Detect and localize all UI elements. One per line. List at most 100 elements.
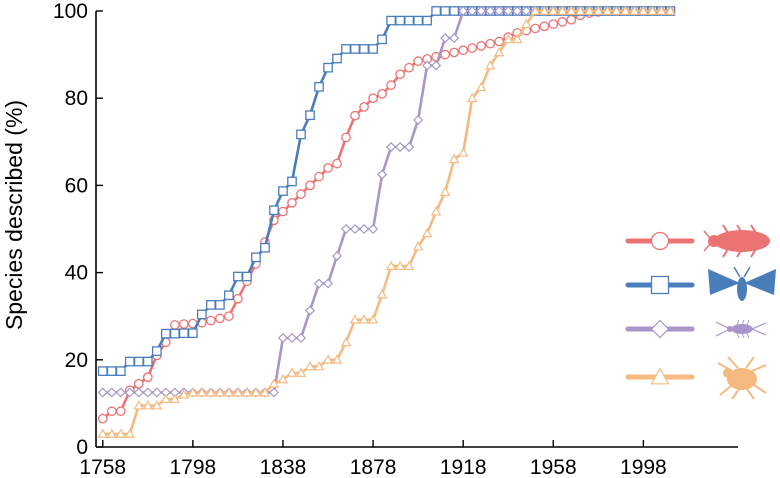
data-point-silverfish [485,5,496,17]
moth-body [737,277,747,301]
silverfish-antenna [715,321,729,329]
data-point-moth [278,186,288,196]
data-point-silverfish [268,387,280,398]
data-point-mite [466,92,478,103]
legend-marker-beetle [650,231,670,251]
y-tick-label: 100 [53,0,88,23]
data-point-moth [314,82,324,92]
data-point-mite [241,387,253,397]
beetle-head [708,235,720,247]
data-point-beetle [467,43,478,53]
data-point-mite [611,5,622,15]
silverfish-leg [741,332,745,339]
beetle-leg [750,224,757,234]
silverfish-antenna [715,329,729,337]
data-point-moth [341,44,351,54]
data-point-beetle [233,293,243,304]
data-point-moth [133,356,144,367]
x-tick-label: 1838 [260,456,307,478]
data-point-silverfish [512,5,523,17]
data-point-mite [475,81,487,92]
data-point-mite [638,5,649,15]
legend-entry-beetle [625,224,770,258]
data-point-mite [385,260,397,271]
series-beetle [97,6,676,424]
data-point-mite [575,5,586,15]
data-point-beetle [179,319,189,329]
data-point-moth [332,53,342,64]
moth-wing [708,269,740,295]
data-point-mite [629,5,640,15]
data-point-beetle [142,372,153,383]
mite-icon [717,356,767,400]
x-tick-label: 1878 [350,456,397,478]
data-point-moth [169,328,180,339]
y-axis-title: Species described (%) [1,100,27,330]
data-point-beetle [368,93,378,104]
data-point-beetle [494,36,505,47]
data-point-mite [340,336,352,347]
data-point-mite [665,5,676,15]
data-point-mite [133,400,145,410]
data-point-silverfish [431,60,442,71]
beetle-leg [736,224,743,234]
data-point-silverfish [476,5,487,17]
silverfish-tail [751,328,767,336]
data-point-moth [233,271,243,282]
data-point-moth [404,15,414,26]
y-tick-label: 60 [65,174,88,197]
beetle-leg [722,248,729,258]
axes: 0 20 40 60 80 100 1758 1798 1838 1878 1918 1958 1998 [53,0,738,478]
data-point-beetle [115,406,126,417]
data-point-moth [359,44,369,54]
series-mite [97,5,676,438]
mite-leg [727,356,739,369]
data-point-mite [313,360,325,371]
data-point-moth [179,328,189,339]
data-point-silverfish [277,332,289,344]
x-tick-label: 1798 [170,456,217,478]
data-point-silverfish [106,387,117,398]
silverfish-leg [741,319,745,326]
data-point-mite [494,46,505,57]
data-point-mite [448,153,460,164]
data-point-mite [457,147,469,157]
data-point-beetle [539,21,550,32]
data-point-mite [584,5,595,15]
data-point-beetle [449,47,460,58]
legend-marker-mite [650,367,670,385]
data-point-moth [386,15,396,26]
data-point-silverfish [440,32,451,44]
data-point-beetle [404,62,414,73]
data-point-silverfish [97,387,108,398]
data-point-mite [367,314,379,324]
data-point-moth [269,205,279,216]
data-point-silverfish [359,223,370,235]
data-point-moth [287,176,297,187]
data-point-moth [422,15,432,26]
data-point-mite [295,367,307,377]
data-point-mite [656,5,667,15]
data-point-moth [160,328,171,339]
data-point-silverfish [368,223,379,235]
beetle-body [714,230,770,252]
y-tick-label: 0 [76,436,88,459]
data-point-beetle [287,197,297,208]
legend-entry-mite [625,356,767,400]
legend-entry-silverfish [625,319,767,339]
silverfish-leg [736,332,740,339]
data-point-moth [224,290,234,301]
data-point-mite [178,389,190,399]
series-line-beetle [101,9,671,420]
data-point-beetle [341,132,351,143]
data-point-mite [331,354,343,364]
mite-leg [717,362,733,372]
data-point-beetle [377,88,387,99]
data-point-silverfish [503,5,514,17]
data-point-moth [251,252,261,263]
data-point-moth [215,300,225,310]
data-point-silverfish [331,250,343,262]
data-point-moth [142,356,153,367]
x-tick-label: 1998 [620,456,667,478]
